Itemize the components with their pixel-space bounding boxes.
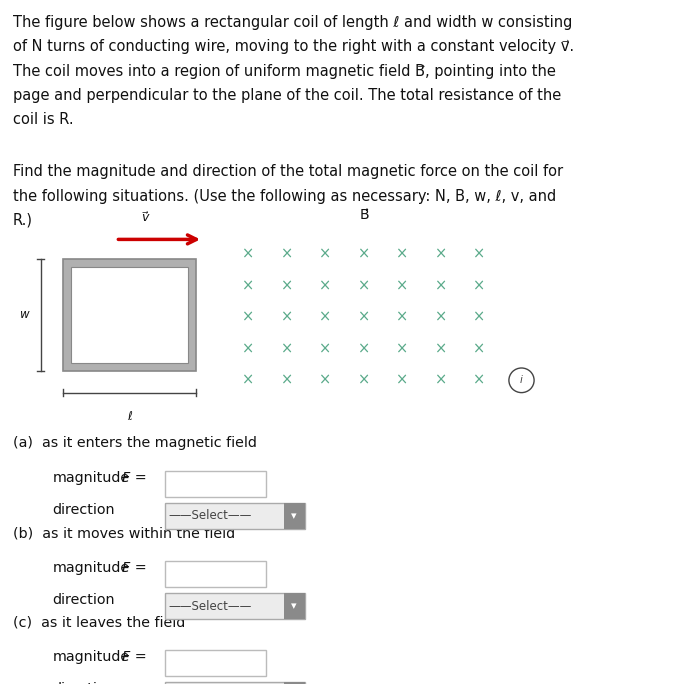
Text: The figure below shows a rectangular coil of length ℓ and width w consisting: The figure below shows a rectangular coi… xyxy=(13,15,572,30)
Text: The coil moves into a region of uniform magnetic field B⃗, pointing into the: The coil moves into a region of uniform … xyxy=(13,64,556,79)
Text: (a)  as it enters the magnetic field: (a) as it enters the magnetic field xyxy=(13,436,256,450)
Text: ×: × xyxy=(358,310,370,325)
Text: (c)  as it leaves the field: (c) as it leaves the field xyxy=(13,616,185,629)
Text: page and perpendicular to the plane of the coil. The total resistance of the: page and perpendicular to the plane of t… xyxy=(13,88,561,103)
Text: ×: × xyxy=(473,341,486,356)
Text: ×: × xyxy=(242,278,255,293)
Text: ×: × xyxy=(281,373,293,388)
Bar xyxy=(284,593,304,619)
Text: direction: direction xyxy=(52,682,115,684)
Text: direction: direction xyxy=(52,593,115,607)
Bar xyxy=(164,593,304,619)
Bar xyxy=(164,561,266,587)
Text: ×: × xyxy=(281,278,293,293)
Bar xyxy=(164,503,304,529)
Text: ×: × xyxy=(396,247,409,262)
Text: ×: × xyxy=(396,310,409,325)
Text: ×: × xyxy=(281,341,293,356)
Text: ×: × xyxy=(242,310,255,325)
Text: ×: × xyxy=(319,278,332,293)
Text: ×: × xyxy=(435,341,447,356)
Text: ×: × xyxy=(281,310,293,325)
Text: ×: × xyxy=(473,247,486,262)
Text: magnitude: magnitude xyxy=(52,561,130,575)
Text: magnitude: magnitude xyxy=(52,650,130,663)
Text: R.): R.) xyxy=(13,213,33,228)
Text: F =: F = xyxy=(122,471,147,484)
Text: ×: × xyxy=(396,278,409,293)
Text: of N turns of conducting wire, moving to the right with a constant velocity v⃗.: of N turns of conducting wire, moving to… xyxy=(13,40,574,54)
Text: i: i xyxy=(520,376,523,385)
Text: ×: × xyxy=(473,278,486,293)
Bar xyxy=(63,259,196,371)
Text: magnitude: magnitude xyxy=(52,471,130,484)
Text: ×: × xyxy=(435,247,447,262)
Text: ——Select——: ——Select—— xyxy=(169,509,252,523)
Text: ×: × xyxy=(358,373,370,388)
Text: ×: × xyxy=(242,373,255,388)
Text: coil is R.: coil is R. xyxy=(13,112,74,127)
Text: B⃗: B⃗ xyxy=(359,208,369,222)
Bar xyxy=(164,682,304,684)
Text: ℓ: ℓ xyxy=(127,410,132,423)
Text: ×: × xyxy=(396,341,409,356)
Text: ×: × xyxy=(319,247,332,262)
Text: ▾: ▾ xyxy=(291,601,297,611)
Text: ×: × xyxy=(242,247,255,262)
Text: ×: × xyxy=(358,341,370,356)
Text: ×: × xyxy=(435,310,447,325)
Text: direction: direction xyxy=(52,503,115,516)
Text: v⃗: v⃗ xyxy=(141,211,149,224)
Text: ×: × xyxy=(358,278,370,293)
Text: ▾: ▾ xyxy=(291,511,297,521)
Bar xyxy=(164,650,266,676)
Text: Find the magnitude and direction of the total magnetic force on the coil for: Find the magnitude and direction of the … xyxy=(13,164,563,179)
Text: ×: × xyxy=(319,373,332,388)
Bar xyxy=(284,682,304,684)
Bar xyxy=(164,471,266,497)
Text: ×: × xyxy=(435,373,447,388)
Text: ×: × xyxy=(319,310,332,325)
Text: F =: F = xyxy=(122,650,147,663)
Text: ——Select——: ——Select—— xyxy=(169,599,252,613)
Text: ×: × xyxy=(473,310,486,325)
Text: ×: × xyxy=(242,341,255,356)
Text: the following situations. (Use the following as necessary: N, B, w, ℓ, v, and: the following situations. (Use the follo… xyxy=(13,189,556,204)
Text: ×: × xyxy=(319,341,332,356)
Text: (b)  as it moves within the field: (b) as it moves within the field xyxy=(13,527,234,540)
Bar xyxy=(71,267,188,363)
Text: F =: F = xyxy=(122,561,147,575)
Text: ×: × xyxy=(473,373,486,388)
Text: ×: × xyxy=(358,247,370,262)
Text: ×: × xyxy=(396,373,409,388)
Text: ×: × xyxy=(281,247,293,262)
Text: ×: × xyxy=(435,278,447,293)
Text: w: w xyxy=(20,308,30,321)
Bar xyxy=(284,503,304,529)
